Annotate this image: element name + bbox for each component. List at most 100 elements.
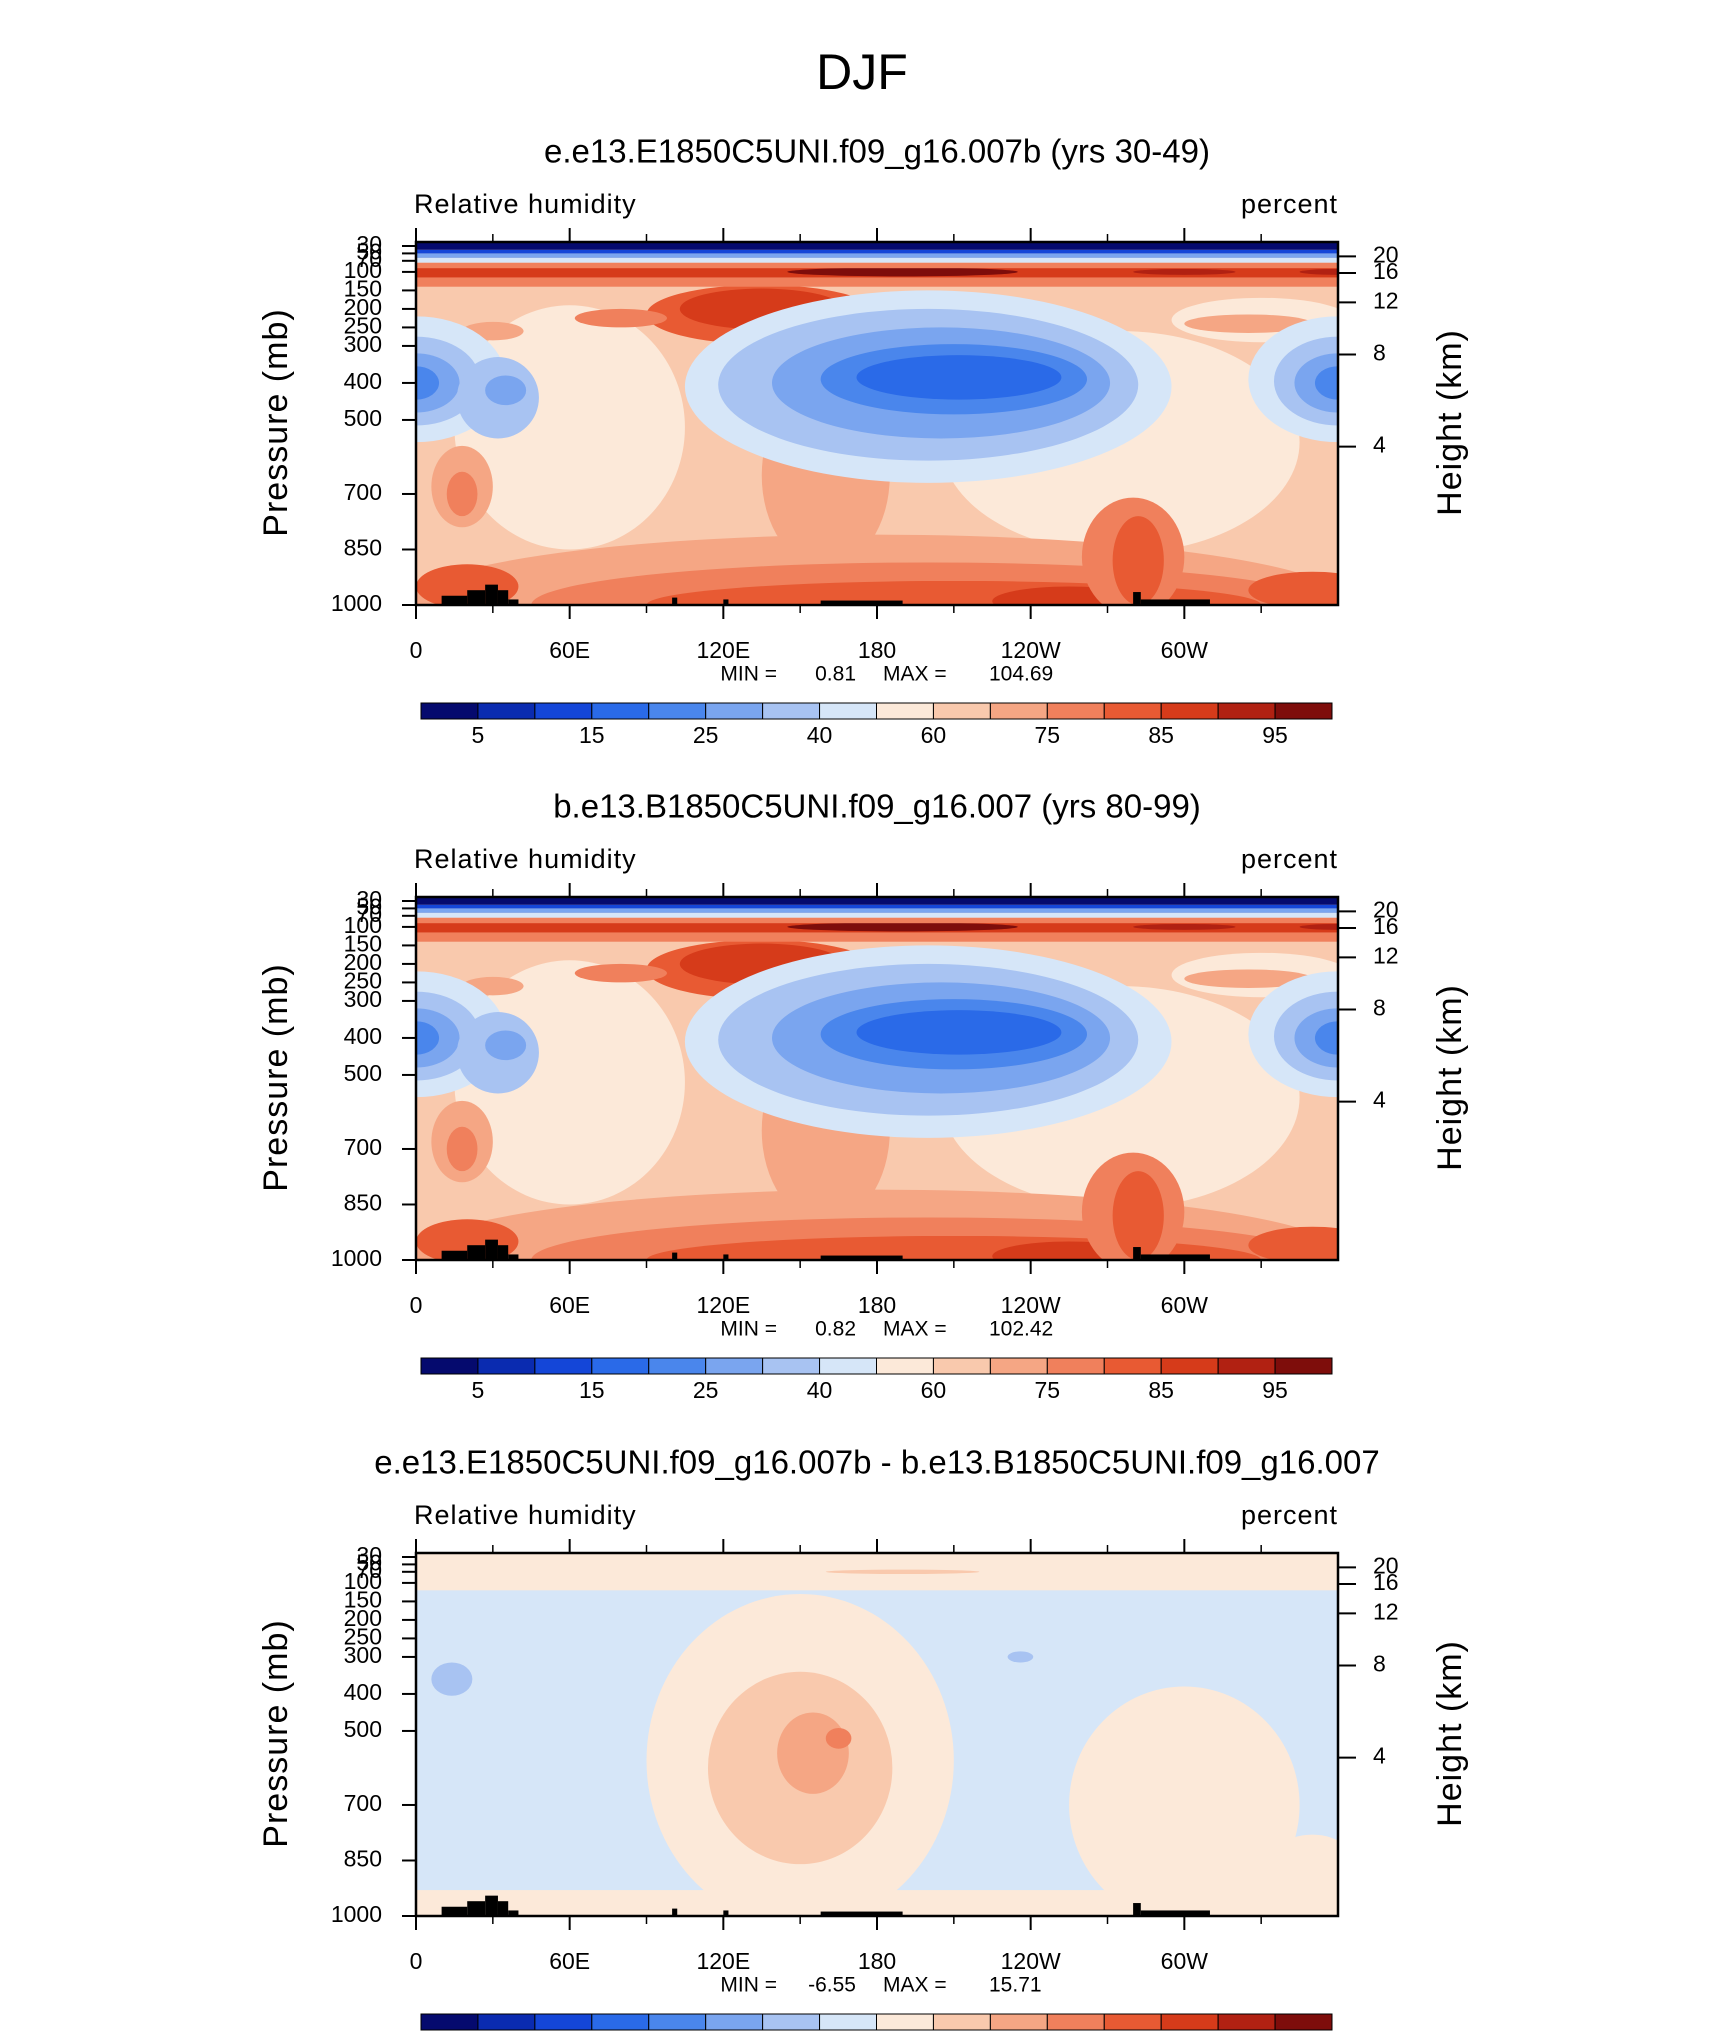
colorbar-box [1160,702,1219,720]
y2-tick-label: 8 [1373,1651,1386,1677]
y-tick-label: 850 [344,1190,382,1216]
colorbar-box [1274,702,1333,720]
colorbar-label: 40 [1205,2033,1231,2038]
colorbar-box [648,2013,707,2031]
contour-region [1112,1171,1164,1260]
y2-tick-label: 4 [1373,1743,1386,1769]
colorbar-box [534,2013,593,2031]
y-tick-label: 400 [344,1679,382,1705]
y-tick-label: 200 [344,294,382,320]
y-tick-label: 70 [356,1557,382,1583]
colorbar-box [1103,2013,1162,2031]
colorbar-box [876,2013,934,2031]
colorbar-box [534,702,593,720]
contour-region [431,1662,473,1696]
topography [467,1245,486,1260]
y-tick-label: 100 [344,257,382,283]
min-label: MIN = [720,1318,777,1341]
contour-region [416,253,1338,258]
contour-region [825,1569,980,1575]
colorbar-box [420,702,479,720]
colorbar-box [648,1357,707,1375]
colorbar-label: 60 [921,722,947,748]
contour-region [856,1010,1062,1055]
colorbar-label: 60 [921,1377,947,1403]
y-tick-label: 30 [356,231,382,257]
contour-region [485,375,527,406]
colorbar-label: 10 [978,2033,1004,2038]
colorbar-label: 40 [807,722,833,748]
topography [820,600,903,605]
y-tick-label: 150 [344,275,382,301]
topography [1140,599,1210,605]
y-axis-label: Pressure (mb) [257,308,295,536]
contour-region [574,963,667,983]
colorbar-box [591,1357,650,1375]
max-value: 104.69 [989,663,1053,686]
contour-region [1133,268,1236,275]
colorbar-box [477,1357,536,1375]
contour-region [1184,969,1313,988]
x-tick-label: 60E [549,1948,590,1974]
y-tick-label: 850 [344,535,382,561]
contour-region [416,912,1338,918]
contour-field [416,242,1338,605]
y-tick-label: 850 [344,1846,382,1872]
contour-region [416,904,1338,909]
y2-tick-label: 8 [1373,995,1386,1021]
colorbar-label: 5 [927,2033,940,2038]
colorbar-box [705,2013,764,2031]
min-value: 0.81 [815,663,856,686]
contour-region [446,471,478,517]
topography [485,584,498,605]
contour-region [1314,1021,1338,1055]
colorbar-box [477,2013,536,2031]
topography [441,1906,468,1916]
contour-region [1314,366,1338,400]
x-tick-label: 60W [1161,1948,1209,1974]
colorbar-box [1160,1357,1219,1375]
y2-axis-label: Height (km) [1431,984,1469,1171]
topography [1133,1903,1141,1916]
y-tick-label: 400 [344,1023,382,1049]
topography [672,1252,678,1260]
max-label: MAX = [883,1318,947,1341]
y2-tick-label: 4 [1373,432,1386,458]
topography [1133,592,1141,605]
colorbar-box [989,702,1048,720]
right-label: percent [1241,1500,1338,1530]
min-label: MIN = [720,663,777,686]
left-label: Relative humidity [414,844,637,874]
y2-tick-label: 8 [1373,340,1386,366]
topography [1140,1910,1210,1916]
colorbar-label: -15 [689,2033,722,2038]
colorbar-label: 15 [1035,2033,1061,2038]
colorbar-box [477,702,536,720]
min-value: -6.55 [808,1974,856,1997]
topography [672,597,678,605]
y-tick-label: 700 [344,1790,382,1816]
colorbar-label: -40 [518,2033,551,2038]
y-tick-label: 250 [344,313,382,339]
y-tick-label: 300 [344,1642,382,1668]
y-tick-label: 70 [356,246,382,272]
colorbar-box [762,2013,821,2031]
panel-title: e.e13.E1850C5UNI.f09_g16.007b (yrs 30-49… [544,133,1210,170]
colorbar-box [1046,1357,1105,1375]
x-tick-label: 180 [858,637,896,663]
colorbar-label: -5 [809,2033,829,2038]
colorbar-box [1274,1357,1333,1375]
y-tick-label: 500 [344,1716,382,1742]
contour-region [416,242,1338,250]
contour-field [416,1553,1338,1916]
figure-title: DJF [816,44,908,100]
contour-region [416,917,1338,924]
x-tick-label: 120E [696,637,750,663]
contour-region [1299,268,1338,275]
contour-region [416,262,1338,269]
colorbar-box [819,2013,877,2031]
y-tick-label: 30 [356,886,382,912]
contour-region [787,922,1018,932]
max-label: MAX = [883,663,947,686]
x-tick-label: 60W [1161,1292,1209,1318]
